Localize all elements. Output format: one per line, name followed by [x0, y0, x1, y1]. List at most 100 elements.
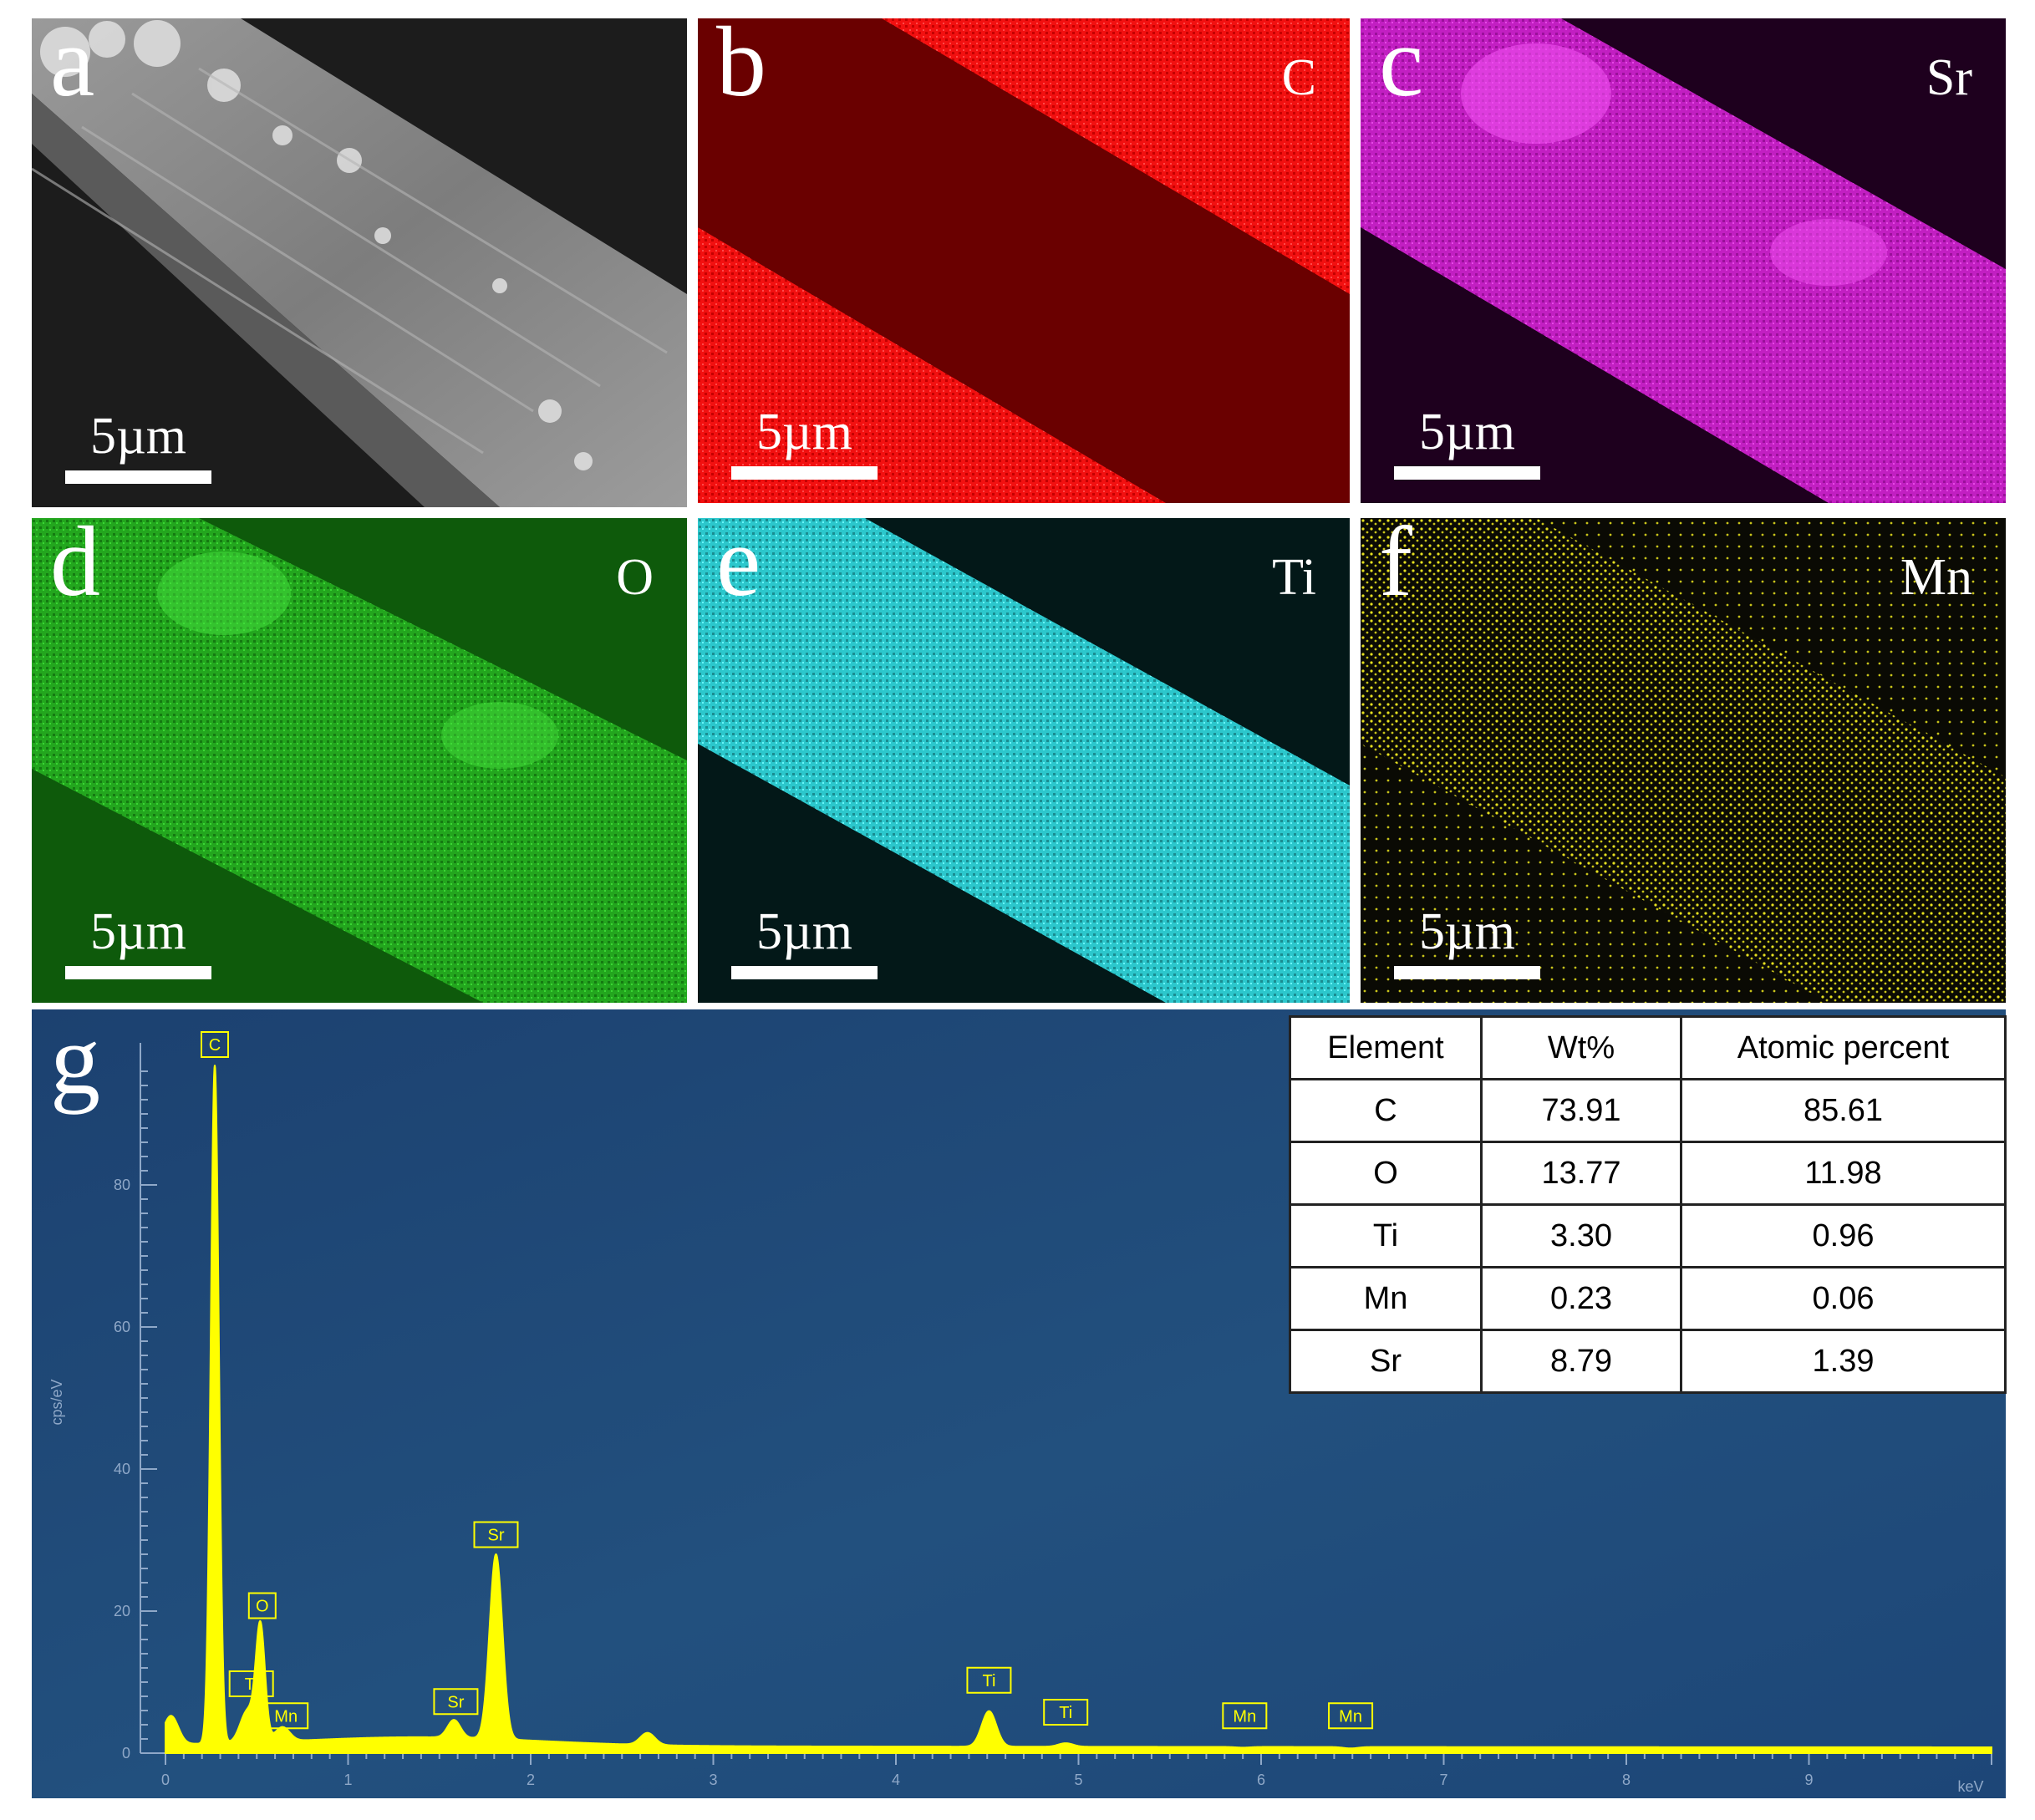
- titanium-map: [698, 518, 1350, 1003]
- scale-bar-text: 5µm: [756, 903, 852, 960]
- peak-label-box: [247, 1592, 277, 1619]
- sem-image: [32, 18, 687, 507]
- scale-bar-text: 5µm: [1419, 903, 1515, 960]
- element-label-d: O: [616, 549, 654, 606]
- scale-bar-text: 5µm: [90, 903, 186, 960]
- peak-label-text: O: [256, 1598, 269, 1616]
- titanium-map-panel: e Ti 5µm: [698, 518, 1350, 1003]
- sem-image-panel: a 5µm: [32, 18, 687, 507]
- scale-bar-text: 5µm: [1419, 404, 1515, 460]
- panel-letter-a: a: [50, 18, 95, 117]
- peak-label-text: Ti: [245, 1675, 258, 1694]
- oxygen-map: [32, 518, 687, 1003]
- cell-atomic: 1.39: [1680, 1329, 2007, 1394]
- scale-bar-text: 5µm: [756, 404, 852, 460]
- panel-letter-b: b: [716, 18, 766, 117]
- table-row: Sr 8.79 1.39: [1289, 1329, 2007, 1394]
- table-row: C 73.91 85.61: [1289, 1078, 2007, 1143]
- cell-element: Sr: [1289, 1329, 1483, 1394]
- panel-letter-e: e: [716, 518, 761, 617]
- peak-label-box: [473, 1521, 519, 1548]
- oxygen-map-panel: d O 5µm: [32, 518, 687, 1003]
- cell-atomic: 0.96: [1680, 1203, 2007, 1268]
- strontium-map: [1361, 18, 2006, 503]
- y-tick-label: 20: [114, 1603, 130, 1619]
- scale-bar-line: [731, 966, 878, 979]
- peak-label: Sr: [473, 1521, 519, 1548]
- peak-label-text: Mn: [1233, 1707, 1256, 1726]
- scale-bar-e: 5µm: [731, 906, 878, 979]
- peak-label: C: [200, 1031, 229, 1058]
- header-atomic-percent: Atomic percent: [1680, 1015, 2007, 1080]
- peak-label-text: C: [209, 1036, 221, 1055]
- scale-bar-line: [65, 966, 211, 979]
- peak-label-box: [1328, 1702, 1374, 1730]
- peak-label-box: [263, 1702, 309, 1730]
- peak-label: Sr: [433, 1688, 479, 1716]
- peak-label: O: [247, 1592, 277, 1619]
- x-tick-label: 1: [343, 1772, 352, 1788]
- scale-bar-f: 5µm: [1394, 906, 1540, 979]
- peak-label-text: Ti: [1059, 1704, 1072, 1722]
- scale-bar-text: 5µm: [90, 408, 186, 465]
- spectrum-line: [165, 1065, 1992, 1754]
- scale-bar-b: 5µm: [731, 406, 878, 480]
- x-tick-label: 5: [1074, 1772, 1082, 1788]
- cell-wt: 13.77: [1480, 1141, 1682, 1206]
- x-tick-label: 9: [1804, 1772, 1813, 1788]
- cell-element: C: [1289, 1078, 1483, 1143]
- strontium-map-panel: c Sr 5µm: [1361, 18, 2006, 503]
- cell-wt: 8.79: [1480, 1329, 1682, 1394]
- cell-wt: 0.23: [1480, 1266, 1682, 1331]
- peak-label-text: Sr: [487, 1527, 504, 1545]
- scale-bar-d: 5µm: [65, 906, 211, 979]
- peak-label-box: [966, 1666, 1012, 1694]
- scale-bar-line: [1394, 966, 1540, 979]
- peak-label-text: Ti: [982, 1672, 995, 1690]
- y-tick-label: 0: [122, 1745, 130, 1762]
- element-label-c: Sr: [1926, 49, 1972, 106]
- y-tick-label: 40: [114, 1461, 130, 1477]
- peak-label: Mn: [1328, 1702, 1374, 1730]
- panel-letter-d: d: [50, 518, 100, 617]
- peak-label-box: [1222, 1702, 1268, 1730]
- panel-letter-f: f: [1379, 518, 1412, 617]
- peak-label-text: Mn: [274, 1707, 298, 1726]
- x-tick-label: 0: [161, 1772, 170, 1788]
- peak-label: Ti: [966, 1666, 1012, 1694]
- table-row: Ti 3.30 0.96: [1289, 1203, 2007, 1268]
- element-label-b: C: [1281, 49, 1316, 106]
- peak-label-box: [1043, 1699, 1089, 1726]
- composition-table: Element Wt% Atomic percent C 73.91 85.61…: [1289, 1015, 2007, 1394]
- peak-label-text: Sr: [447, 1693, 464, 1711]
- table-row: Mn 0.23 0.06: [1289, 1266, 2007, 1331]
- peak-label-text: Mn: [1339, 1707, 1362, 1726]
- header-element: Element: [1289, 1015, 1483, 1080]
- scale-bar-line: [731, 466, 878, 480]
- x-tick-label: 2: [527, 1772, 535, 1788]
- table-header-row: Element Wt% Atomic percent: [1289, 1015, 2007, 1080]
- table-row: O 13.77 11.98: [1289, 1141, 2007, 1206]
- spectrum-ticks: 0 1 2 3 4 5 6 7 8 9 0 20 40 60 80: [114, 1070, 1992, 1788]
- carbon-map: [698, 18, 1350, 503]
- x-tick-label: 7: [1439, 1772, 1447, 1788]
- cell-element: Mn: [1289, 1266, 1483, 1331]
- cell-atomic: 0.06: [1680, 1266, 2007, 1331]
- y-tick-label: 60: [114, 1319, 130, 1335]
- peak-label-box: [200, 1031, 229, 1058]
- panel-letter-g: g: [50, 1009, 100, 1115]
- cell-wt: 3.30: [1480, 1203, 1682, 1268]
- cell-atomic: 11.98: [1680, 1141, 2007, 1206]
- x-axis-label: keV: [1957, 1778, 1983, 1795]
- cell-atomic: 85.61: [1680, 1078, 2007, 1143]
- scale-bar-line: [65, 470, 211, 484]
- panel-letter-c: c: [1379, 18, 1424, 117]
- x-tick-label: 6: [1257, 1772, 1265, 1788]
- peak-label-box: [433, 1688, 479, 1716]
- carbon-map-panel: b C 5µm: [698, 18, 1350, 503]
- cell-element: Ti: [1289, 1203, 1483, 1268]
- cell-wt: 73.91: [1480, 1078, 1682, 1143]
- x-tick-label: 4: [892, 1772, 900, 1788]
- y-axis-label: cps/eV: [48, 1379, 65, 1425]
